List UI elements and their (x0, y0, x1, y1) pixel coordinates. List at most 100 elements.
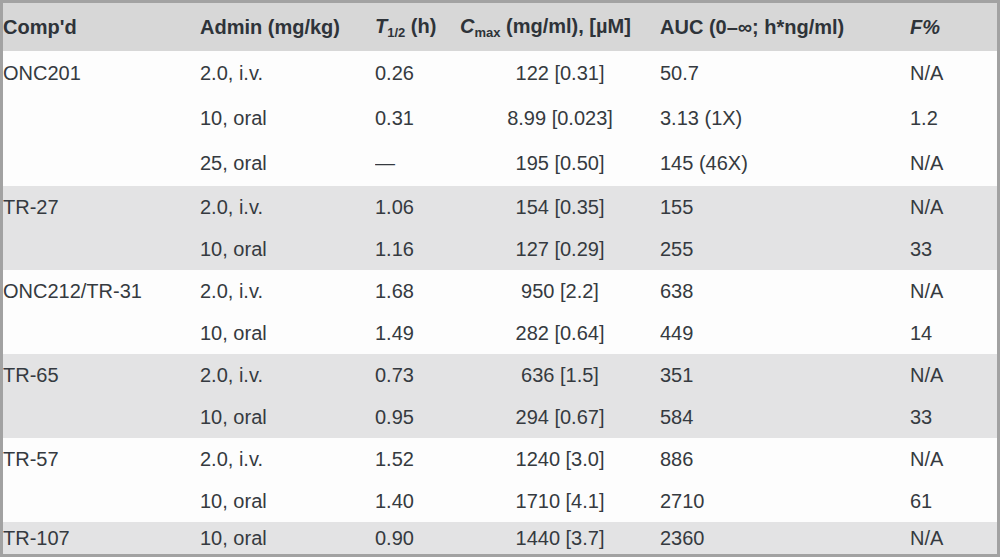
col-header-fpercent: F% (910, 3, 997, 51)
cell-thalf: 1.52 (375, 438, 460, 480)
cell-auc: 449 (660, 312, 910, 354)
cell-fpercent: N/A (910, 141, 997, 186)
fpercent-label: F% (910, 16, 940, 38)
table-row: ONC212/TR-31 2.0, i.v. 1.68 950 [2.2] 63… (3, 270, 997, 312)
table-row: 25, oral — 195 [0.50] 145 (46X) N/A (3, 141, 997, 186)
cell-fpercent: 33 (910, 396, 997, 438)
cell-cmax: 636 [1.5] (460, 354, 660, 396)
cell-admin: 10, oral (200, 480, 375, 522)
cell-cmax: 1240 [3.0] (460, 438, 660, 480)
cell-cmax: 127 [0.29] (460, 228, 660, 270)
cell-thalf: 1.68 (375, 270, 460, 312)
cell-compound (3, 480, 200, 522)
cell-compound: TR-57 (3, 438, 200, 480)
cell-cmax: 1710 [4.1] (460, 480, 660, 522)
cell-auc: 351 (660, 354, 910, 396)
table-row: TR-65 2.0, i.v. 0.73 636 [1.5] 351 N/A (3, 354, 997, 396)
pharmacokinetics-table: Comp'd Admin (mg/kg) T1/2 (h) Cmax (mg/m… (3, 3, 997, 554)
table-row: TR-107 10, oral 0.90 1440 [3.7] 2360 N/A (3, 522, 997, 554)
thalf-subscript: 1/2 (387, 25, 405, 40)
cell-fpercent: 1.2 (910, 96, 997, 141)
cell-compound (3, 228, 200, 270)
cell-auc: 3.13 (1X) (660, 96, 910, 141)
cell-compound (3, 396, 200, 438)
cell-thalf: 0.95 (375, 396, 460, 438)
cell-thalf: 0.26 (375, 51, 460, 96)
cell-auc: 2360 (660, 522, 910, 554)
cell-cmax: 154 [0.35] (460, 186, 660, 228)
cell-auc: 155 (660, 186, 910, 228)
table-row: 10, oral 1.49 282 [0.64] 449 14 (3, 312, 997, 354)
col-header-cmax: Cmax (mg/ml), [µM] (460, 3, 660, 51)
cell-admin: 25, oral (200, 141, 375, 186)
table-row: TR-27 2.0, i.v. 1.06 154 [0.35] 155 N/A (3, 186, 997, 228)
cell-compound (3, 312, 200, 354)
cell-thalf: 1.49 (375, 312, 460, 354)
cell-cmax: 1440 [3.7] (460, 522, 660, 554)
cell-cmax: 950 [2.2] (460, 270, 660, 312)
col-header-thalf: T1/2 (h) (375, 3, 460, 51)
cell-thalf: 1.40 (375, 480, 460, 522)
cell-compound: TR-107 (3, 522, 200, 554)
cell-auc: 638 (660, 270, 910, 312)
cmax-subscript: max (474, 25, 500, 40)
table-row: ONC201 2.0, i.v. 0.26 122 [0.31] 50.7 N/… (3, 51, 997, 96)
cell-admin: 2.0, i.v. (200, 186, 375, 228)
col-header-admin: Admin (mg/kg) (200, 3, 375, 51)
table-row: 10, oral 0.31 8.99 [0.023] 3.13 (1X) 1.2 (3, 96, 997, 141)
cell-cmax: 195 [0.50] (460, 141, 660, 186)
cell-fpercent: 14 (910, 312, 997, 354)
cell-fpercent: N/A (910, 522, 997, 554)
cell-fpercent: 33 (910, 228, 997, 270)
table-header-row: Comp'd Admin (mg/kg) T1/2 (h) Cmax (mg/m… (3, 3, 997, 51)
cell-admin: 2.0, i.v. (200, 270, 375, 312)
table-row: TR-57 2.0, i.v. 1.52 1240 [3.0] 886 N/A (3, 438, 997, 480)
cell-compound: ONC201 (3, 51, 200, 96)
cell-compound (3, 141, 200, 186)
cell-thalf: 0.90 (375, 522, 460, 554)
cell-thalf: — (375, 141, 460, 186)
cell-fpercent: N/A (910, 438, 997, 480)
col-header-auc: AUC (0–∞; h*ng/ml) (660, 3, 910, 51)
cell-fpercent: N/A (910, 354, 997, 396)
cmax-unit: (mg/ml), [µM] (500, 15, 630, 37)
table-row: 10, oral 1.40 1710 [4.1] 2710 61 (3, 480, 997, 522)
cell-auc: 584 (660, 396, 910, 438)
cell-cmax: 282 [0.64] (460, 312, 660, 354)
cell-auc: 255 (660, 228, 910, 270)
cell-cmax: 122 [0.31] (460, 51, 660, 96)
pk-table-figure: Comp'd Admin (mg/kg) T1/2 (h) Cmax (mg/m… (0, 0, 1000, 557)
cell-admin: 10, oral (200, 228, 375, 270)
cell-admin: 2.0, i.v. (200, 354, 375, 396)
cell-auc: 2710 (660, 480, 910, 522)
cell-thalf: 1.16 (375, 228, 460, 270)
col-header-compound: Comp'd (3, 3, 200, 51)
cmax-symbol: C (460, 15, 474, 37)
table-row: 10, oral 0.95 294 [0.67] 584 33 (3, 396, 997, 438)
cell-fpercent: 61 (910, 480, 997, 522)
cell-auc: 886 (660, 438, 910, 480)
cell-fpercent: N/A (910, 51, 997, 96)
cell-compound: TR-65 (3, 354, 200, 396)
cell-auc: 145 (46X) (660, 141, 910, 186)
table-row: 10, oral 1.16 127 [0.29] 255 33 (3, 228, 997, 270)
cell-thalf: 0.73 (375, 354, 460, 396)
thalf-symbol: T (375, 15, 387, 37)
cell-admin: 10, oral (200, 312, 375, 354)
cell-thalf: 1.06 (375, 186, 460, 228)
cell-compound (3, 96, 200, 141)
thalf-unit: (h) (405, 15, 436, 37)
cell-cmax: 8.99 [0.023] (460, 96, 660, 141)
cell-admin: 2.0, i.v. (200, 438, 375, 480)
cell-compound: TR-27 (3, 186, 200, 228)
cell-thalf: 0.31 (375, 96, 460, 141)
cell-admin: 2.0, i.v. (200, 51, 375, 96)
cell-fpercent: N/A (910, 186, 997, 228)
cell-admin: 10, oral (200, 96, 375, 141)
cell-admin: 10, oral (200, 396, 375, 438)
cell-compound: ONC212/TR-31 (3, 270, 200, 312)
cell-auc: 50.7 (660, 51, 910, 96)
cell-admin: 10, oral (200, 522, 375, 554)
cell-fpercent: N/A (910, 270, 997, 312)
cell-cmax: 294 [0.67] (460, 396, 660, 438)
